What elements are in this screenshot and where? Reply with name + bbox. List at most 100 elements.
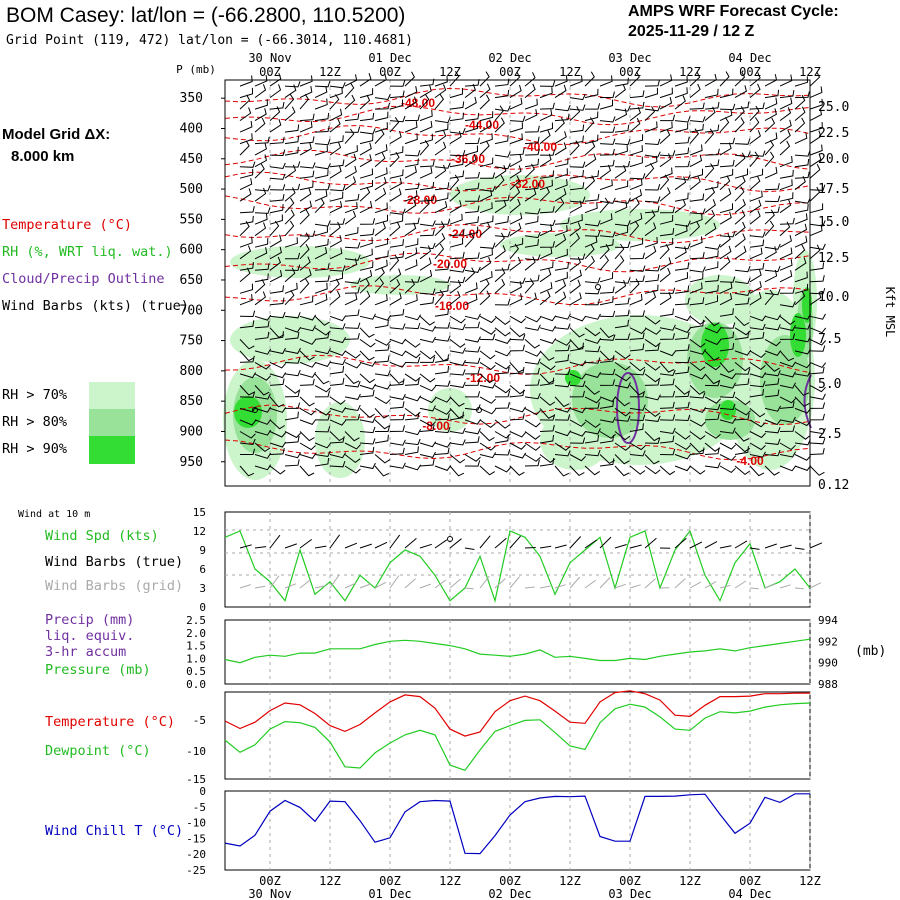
- wind-barb: [719, 159, 735, 168]
- wind-barb: [494, 315, 511, 326]
- wind-barb: [314, 442, 332, 449]
- top-time-tick: 00Z: [379, 65, 401, 79]
- wind-barb: [419, 245, 432, 260]
- wind-barb: [734, 175, 746, 191]
- wind-barb: [344, 332, 360, 340]
- wind-barb: [464, 346, 481, 353]
- wind-barb: [524, 158, 540, 168]
- wind-barb: [419, 198, 430, 214]
- wind-barb: [584, 220, 601, 227]
- wind-barb: [464, 171, 480, 179]
- bottom-time-tick: 12Z: [319, 874, 341, 888]
- wind-barb: [674, 136, 690, 145]
- pressure-axis-title: P (mb): [176, 63, 216, 76]
- wind-barb: [389, 188, 402, 202]
- wind-barb: [629, 212, 643, 225]
- wind-barb: [239, 215, 254, 225]
- wind-barb: [479, 452, 497, 459]
- temperature-contour-label: -4.00: [736, 454, 764, 468]
- wind-barb: [659, 435, 675, 444]
- top-time-tick: 12Z: [679, 65, 701, 79]
- wind-barb: [809, 71, 821, 87]
- wind-barb: [374, 222, 387, 237]
- temperature-contour: [224, 87, 811, 108]
- wind-barb: [299, 188, 312, 202]
- wind-barb: [494, 245, 506, 260]
- wind-barb: [389, 239, 404, 248]
- wind-barb: [479, 350, 496, 360]
- wind-barb: [764, 362, 780, 372]
- surface-wind-barb-grid: [524, 586, 535, 589]
- wind-barb: [269, 106, 281, 121]
- wind-barb: [629, 465, 646, 475]
- wind-barb: [344, 254, 361, 261]
- wind-barb: [434, 365, 450, 375]
- wind-barb: [404, 238, 419, 248]
- wind-barb: [374, 214, 388, 225]
- wind-barb: [404, 395, 422, 402]
- wind-barb: [674, 401, 690, 409]
- wind-barb: [404, 158, 419, 168]
- wind-barb: [764, 269, 778, 283]
- wind-barb: [404, 276, 421, 283]
- wind-barb: [674, 332, 690, 340]
- wind-barb: [449, 439, 466, 446]
- wind-barb: [359, 218, 376, 225]
- wind-barb: [584, 434, 599, 444]
- wind-barb: [599, 197, 610, 214]
- wind-barb: [239, 431, 256, 439]
- wind-barb: [809, 144, 823, 156]
- wind-barb: [569, 161, 586, 168]
- wind-barb: [329, 452, 347, 459]
- wind-barb: [764, 389, 780, 398]
- wind-barb: [404, 114, 420, 122]
- wind-barb: [449, 213, 463, 225]
- wind-barb: [359, 186, 371, 202]
- wind-barb: [404, 438, 421, 446]
- wind-barb: [644, 394, 661, 401]
- wind-barb: [599, 458, 615, 467]
- wind-barb: [449, 279, 462, 294]
- wind-barb: [734, 105, 745, 121]
- wind-barb: [614, 220, 631, 227]
- wind-barb: [359, 269, 373, 283]
- wind-barb: [254, 320, 270, 329]
- bottom-time-tick: 12Z: [439, 874, 461, 888]
- wind-barb: [389, 80, 406, 87]
- wind-barb: [779, 74, 793, 87]
- wind-barb: [239, 178, 253, 191]
- wind-barb: [239, 205, 255, 214]
- wind-barb: [674, 160, 691, 168]
- wind-barb: [585, 103, 601, 110]
- wind-barb: [389, 251, 405, 260]
- height-tick-label: 22.5: [818, 126, 849, 141]
- wind-barb: [644, 79, 660, 87]
- wind-barb: [464, 419, 482, 425]
- wind-barb: [314, 282, 328, 294]
- surface-wind-barb-grid: [614, 583, 626, 589]
- wind-barb: [404, 133, 418, 145]
- wind-barb: [674, 75, 688, 87]
- wind-barb: [599, 431, 616, 439]
- wind-barb: [674, 272, 689, 283]
- wind-barb: [659, 448, 676, 456]
- wind-barb: [599, 416, 616, 423]
- wind-barb: [749, 331, 765, 340]
- wind-barb: [314, 163, 331, 170]
- top-date-label: 04 Dec: [728, 51, 771, 65]
- wind-barb: [374, 383, 392, 390]
- wind-barb: [749, 388, 764, 398]
- wind-barb: [269, 72, 282, 87]
- wind-barb: [779, 129, 791, 144]
- wind-barb: [734, 465, 751, 476]
- wind-barb: [644, 274, 660, 283]
- surface-wind-barb-grid: [674, 578, 686, 589]
- wind-barb: [254, 429, 272, 436]
- windchill-tick: -20: [186, 848, 206, 861]
- wind-barb: [689, 362, 706, 372]
- wind-barb: [554, 323, 571, 330]
- wind-barb: [329, 221, 341, 237]
- wind-barb: [674, 87, 688, 99]
- wind-barb: [809, 393, 826, 400]
- bottom-time-tick: 00Z: [379, 874, 401, 888]
